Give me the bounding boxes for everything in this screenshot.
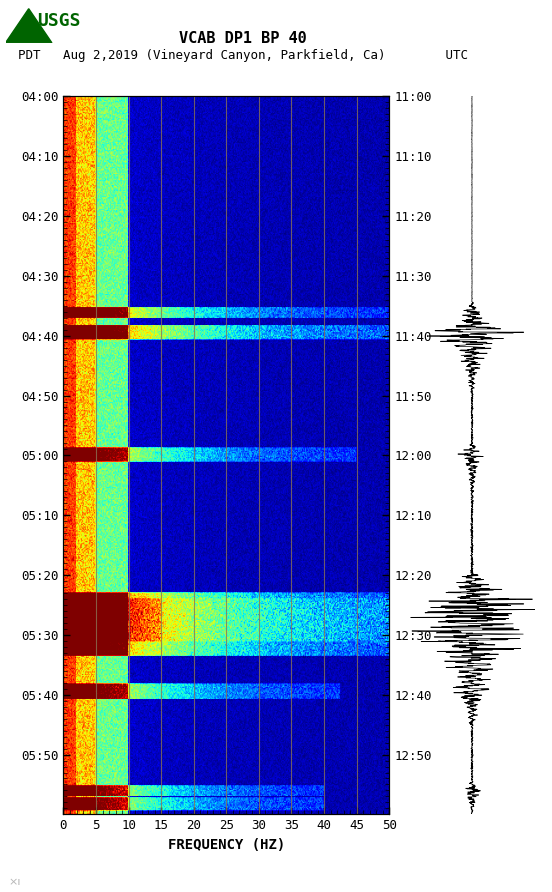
Text: PDT   Aug 2,2019 (Vineyard Canyon, Parkfield, Ca)        UTC: PDT Aug 2,2019 (Vineyard Canyon, Parkfie…: [18, 49, 468, 62]
Text: USGS: USGS: [37, 12, 81, 29]
Text: ×ı: ×ı: [8, 877, 21, 887]
Polygon shape: [6, 9, 52, 43]
X-axis label: FREQUENCY (HZ): FREQUENCY (HZ): [168, 838, 285, 852]
Text: VCAB DP1 BP 40: VCAB DP1 BP 40: [179, 31, 307, 45]
